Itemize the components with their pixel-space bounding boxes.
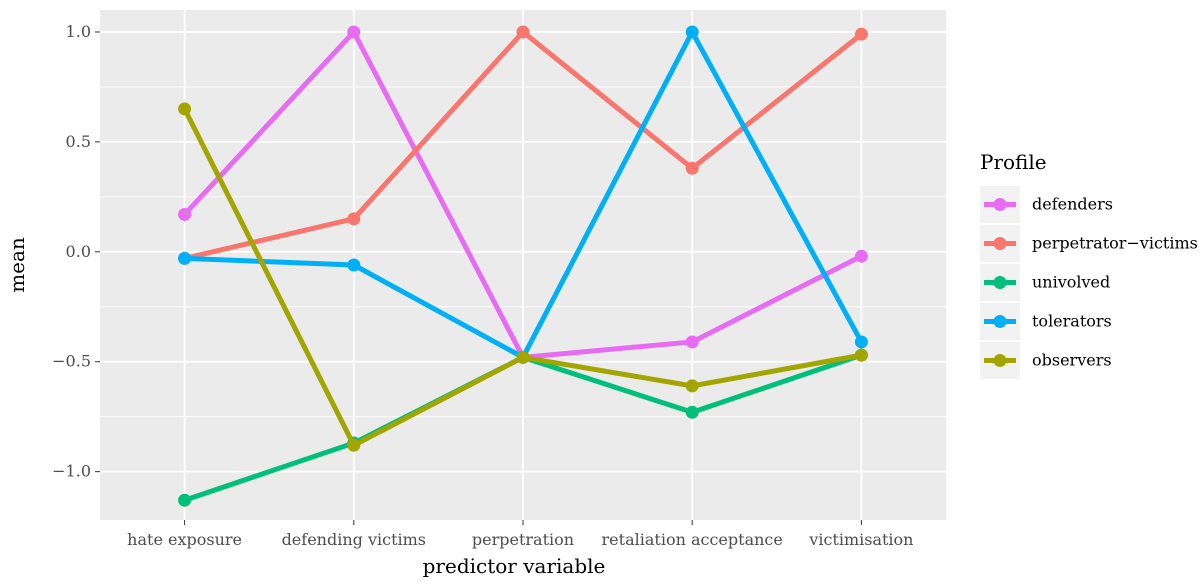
x-axis-title: predictor variable	[423, 554, 606, 578]
legend-key-point	[993, 198, 1007, 211]
series-point	[685, 25, 699, 39]
series-point	[854, 249, 868, 263]
x-tick-label: perpetration	[472, 530, 574, 549]
legend-label: tolerators	[1032, 312, 1112, 331]
legend-label: perpetrator−victims	[1032, 234, 1198, 253]
series-point	[347, 438, 361, 452]
legend-title: Profile	[980, 150, 1047, 174]
series-point	[516, 350, 530, 364]
x-tick-label: victimisation	[808, 530, 913, 549]
series-point	[685, 379, 699, 393]
series-point	[854, 335, 868, 349]
series-point	[516, 25, 530, 39]
x-tick-label: defending victims	[282, 530, 426, 549]
y-axis-title: mean	[5, 237, 29, 293]
y-axis: 1.0 0.5 0.0 −0.5 −1.0	[52, 22, 100, 481]
legend-key-point	[993, 354, 1007, 367]
series-point	[685, 161, 699, 175]
x-tick-label: hate exposure	[127, 530, 242, 549]
legend-label: univolved	[1032, 273, 1110, 292]
series-point	[178, 251, 192, 265]
series-point	[685, 335, 699, 349]
series-point	[347, 212, 361, 226]
series-point	[178, 102, 192, 116]
series-point	[854, 27, 868, 41]
legend-label: defenders	[1032, 195, 1113, 214]
y-tick-label: 1.0	[66, 22, 91, 41]
legend-key-point	[993, 237, 1007, 250]
series-point	[347, 25, 361, 39]
y-tick-label: −1.0	[52, 462, 91, 481]
series-point	[854, 348, 868, 362]
legend-key-point	[993, 315, 1007, 328]
series-point	[685, 405, 699, 419]
x-axis: hate exposure defending victims perpetrati…	[127, 520, 913, 549]
y-tick-label: 0.5	[66, 132, 91, 151]
series-point	[178, 207, 192, 221]
legend: Profile defenders perpetrator−victims univ…	[980, 150, 1198, 379]
y-tick-label: 0.0	[66, 242, 91, 261]
y-tick-label: −0.5	[52, 352, 91, 371]
legend-key-point	[993, 276, 1007, 289]
series-layer	[178, 25, 868, 507]
legend-label: observers	[1032, 351, 1112, 370]
series-point	[347, 258, 361, 272]
x-tick-label: retaliation acceptance	[602, 530, 783, 549]
series-point	[178, 493, 192, 507]
